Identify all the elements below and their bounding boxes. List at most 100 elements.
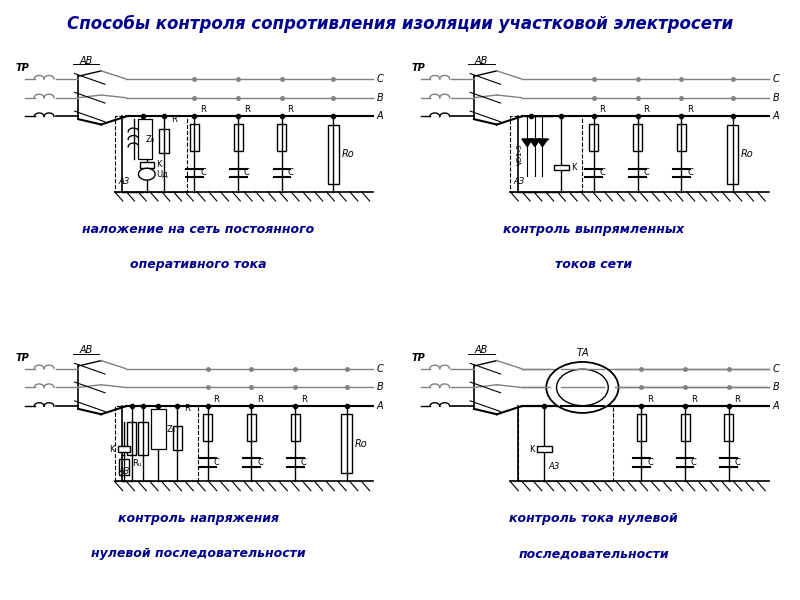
Bar (518, 406, 613, 481)
Bar (342, 414, 352, 473)
Text: R: R (643, 105, 649, 114)
Bar (127, 422, 136, 455)
Text: контроль напряжения: контроль напряжения (118, 512, 278, 526)
Text: АВ: АВ (79, 345, 93, 355)
Text: C: C (377, 74, 384, 84)
Text: C: C (244, 169, 250, 178)
Text: ТР: ТР (411, 63, 425, 73)
Text: Z₀: Z₀ (166, 425, 176, 434)
Text: C: C (301, 458, 306, 467)
Text: C: C (287, 169, 294, 178)
Text: Rо: Rо (355, 439, 368, 449)
Polygon shape (530, 139, 540, 146)
Text: АВ: АВ (475, 345, 488, 355)
Circle shape (546, 362, 618, 413)
Text: АЗ: АЗ (118, 177, 130, 186)
Text: C: C (643, 169, 649, 178)
Text: Rо: Rо (741, 149, 754, 159)
Circle shape (557, 369, 608, 406)
Text: A: A (773, 112, 779, 121)
Text: оперативного тока: оперативного тока (130, 257, 266, 271)
Text: B: B (773, 382, 779, 392)
Text: A: A (377, 401, 384, 411)
Bar (537, 446, 551, 452)
Text: Способы контроля сопротивления изоляции участковой электросети: Способы контроля сопротивления изоляции … (67, 15, 733, 33)
Text: R: R (691, 395, 697, 404)
Text: R: R (687, 105, 693, 114)
Text: АВ: АВ (475, 56, 488, 65)
Text: K: K (156, 160, 162, 169)
Text: токов сети: токов сети (555, 257, 632, 271)
Text: R: R (599, 105, 606, 114)
Text: C: C (647, 458, 653, 467)
Bar (118, 446, 130, 452)
Text: Uд: Uд (156, 170, 168, 179)
Text: R: R (214, 395, 219, 404)
Bar (190, 124, 199, 151)
Text: C: C (214, 458, 219, 467)
Text: B: B (377, 93, 384, 103)
Bar (328, 125, 338, 184)
Bar (159, 128, 169, 152)
Bar (681, 414, 690, 440)
Polygon shape (522, 139, 533, 146)
Bar (677, 124, 686, 151)
Bar (510, 116, 582, 191)
Bar (554, 164, 569, 170)
Text: ТР: ТР (16, 63, 30, 73)
Text: R: R (200, 105, 206, 114)
Text: C: C (687, 169, 693, 178)
Bar (727, 125, 738, 184)
Text: C: C (377, 364, 384, 374)
Text: контроль выпрямленных: контроль выпрямленных (503, 223, 685, 236)
Text: R: R (301, 395, 306, 404)
Text: нулевой последовательности: нулевой последовательности (91, 547, 306, 560)
Text: VD1-3: VD1-3 (517, 143, 522, 165)
Text: R: R (287, 105, 294, 114)
Bar (173, 427, 182, 451)
Text: Rᵤ: Rᵤ (132, 460, 141, 469)
Text: АЗ: АЗ (118, 467, 130, 476)
Text: K: K (530, 445, 535, 454)
Text: K: K (109, 445, 114, 454)
Text: Z₀: Z₀ (146, 135, 155, 144)
Text: ТА: ТА (576, 348, 589, 358)
Bar (114, 406, 198, 481)
Bar (114, 116, 186, 191)
Text: R: R (244, 105, 250, 114)
Text: R: R (257, 395, 263, 404)
Text: АЗ: АЗ (514, 177, 525, 186)
Text: ТР: ТР (16, 353, 30, 363)
Bar (203, 414, 212, 440)
Bar (247, 414, 256, 440)
Text: C: C (773, 74, 779, 84)
Text: Rо: Rо (342, 149, 354, 159)
Text: C: C (734, 458, 741, 467)
Text: контроль тока нулевой: контроль тока нулевой (510, 512, 678, 526)
Bar (150, 409, 166, 449)
Bar (138, 119, 152, 160)
Text: ТР: ТР (411, 353, 425, 363)
Text: R: R (734, 395, 741, 404)
Bar (138, 422, 148, 455)
Text: C: C (599, 169, 606, 178)
Text: C: C (257, 458, 263, 467)
Bar (633, 124, 642, 151)
Bar (278, 124, 286, 151)
Bar (590, 124, 598, 151)
Text: K: K (571, 163, 577, 172)
Polygon shape (537, 139, 548, 146)
Bar (140, 162, 154, 168)
Text: R: R (647, 395, 653, 404)
Bar (724, 414, 734, 440)
Text: АЗ: АЗ (548, 461, 559, 470)
Text: R: R (171, 115, 178, 124)
Text: C: C (200, 169, 206, 178)
Text: наложение на сеть постоянного: наложение на сеть постоянного (82, 223, 314, 236)
Bar (637, 414, 646, 440)
Text: B: B (773, 93, 779, 103)
Text: АВ: АВ (79, 56, 93, 65)
Text: последовательности: последовательности (518, 547, 669, 560)
Bar (290, 414, 300, 440)
Text: A: A (773, 401, 779, 411)
